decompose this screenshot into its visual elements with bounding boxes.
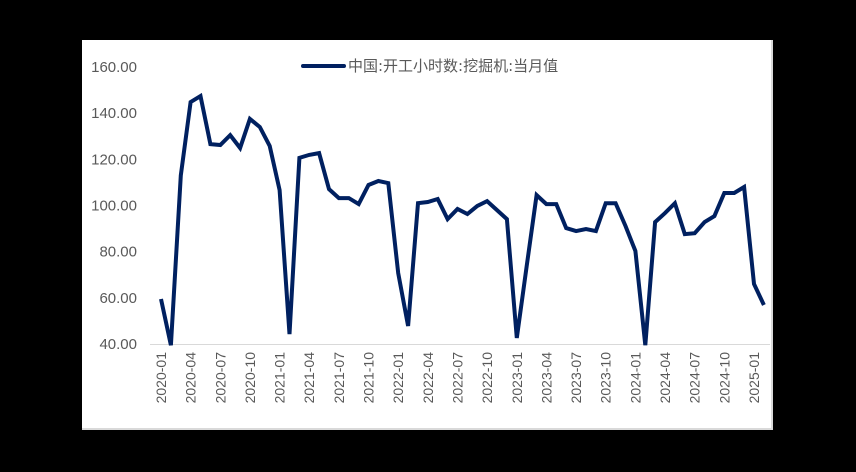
x-tick-label: 2021-10 [361,352,377,404]
x-tick-label: 2021-04 [301,352,317,404]
x-tick-label: 2024-01 [627,352,643,404]
x-tick-label: 2024-07 [687,352,703,404]
x-tick-label: 2025-01 [746,352,762,404]
y-axis: 160.00 140.00 120.00 100.00 80.00 60.00 40.00 [91,59,137,353]
x-tick-label: 2022-01 [390,352,406,404]
y-tick-label: 80.00 [99,244,137,261]
x-tick-label: 2020-01 [153,352,169,404]
x-tick-label: 2023-10 [598,352,614,404]
x-tick-label: 2023-07 [568,352,584,404]
chart-panel [82,40,773,430]
x-tick-label: 2024-10 [716,352,732,404]
x-tick-label: 2022-04 [420,352,436,404]
x-tick-label: 2020-07 [212,352,228,404]
x-tick-label: 2021-07 [331,352,347,404]
x-tick-label: 2022-07 [449,352,465,404]
x-tick-label: 2020-04 [183,352,199,404]
y-tick-label: 40.00 [99,336,137,353]
x-tick-label: 2021-01 [272,352,288,404]
y-tick-label: 140.00 [91,105,137,122]
x-tick-label: 2023-04 [538,352,554,404]
y-tick-label: 60.00 [99,290,137,307]
x-tick-label: 2024-04 [657,352,673,404]
y-tick-label: 120.00 [91,151,137,168]
y-tick-label: 100.00 [91,198,137,215]
y-tick-label: 160.00 [91,59,137,76]
legend-label: 中国:开工小时数:挖掘机:当月值 [348,57,558,75]
legend: 中国:开工小时数:挖掘机:当月值 [301,57,558,75]
x-tick-label: 2022-10 [479,352,495,404]
x-axis: 2020-01 2020-04 2020-07 2020-10 2021-01 2021-… [153,352,762,404]
x-tick-label: 2020-10 [242,352,258,404]
series-line [159,92,766,346]
x-tick-label: 2023-01 [509,352,525,404]
